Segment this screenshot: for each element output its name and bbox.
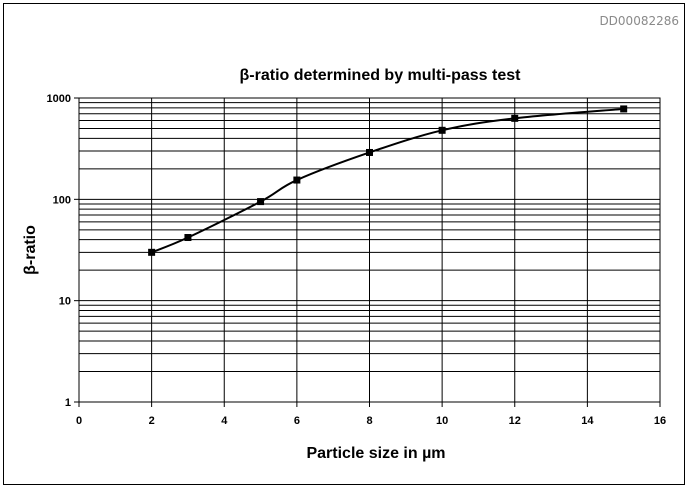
x-tick-label: 10 [436, 415, 448, 427]
data-point-marker [620, 105, 628, 113]
y-tick-label: 1 [65, 397, 71, 409]
y-tick-label: 100 [53, 194, 71, 206]
chart-title: β-ratio determined by multi-pass test [240, 67, 522, 84]
x-axis-label: Particle size in µm [306, 445, 445, 462]
y-tick-label: 10 [59, 296, 71, 308]
y-tick-label: 1000 [47, 93, 71, 105]
y-tick-labels: 1 10 100 1000 [47, 93, 79, 409]
x-tick-label: 16 [654, 415, 666, 427]
data-point-marker [511, 114, 519, 122]
x-tick-label: 14 [581, 415, 594, 427]
series [148, 105, 628, 256]
data-point-marker [257, 198, 265, 206]
data-point-marker [184, 234, 192, 242]
x-tick-label: 8 [366, 415, 372, 427]
data-point-marker [293, 176, 301, 184]
x-tick-label: 2 [149, 415, 155, 427]
x-tick-label: 0 [76, 415, 82, 427]
grid [78, 98, 661, 403]
x-tick-label: 4 [221, 415, 228, 427]
x-tick-label: 6 [294, 415, 300, 427]
x-tick-label: 12 [509, 415, 521, 427]
document-id: DD00082286 [599, 14, 679, 28]
y-axis-label: β-ratio [22, 225, 39, 275]
data-point-marker [366, 148, 373, 156]
data-point-marker [148, 248, 156, 256]
series-line [151, 107, 624, 254]
chart-frame [3, 3, 685, 485]
x-tick-labels: 0 2 4 6 8 10 12 14 16 [76, 402, 666, 427]
data-point-marker [438, 126, 446, 134]
